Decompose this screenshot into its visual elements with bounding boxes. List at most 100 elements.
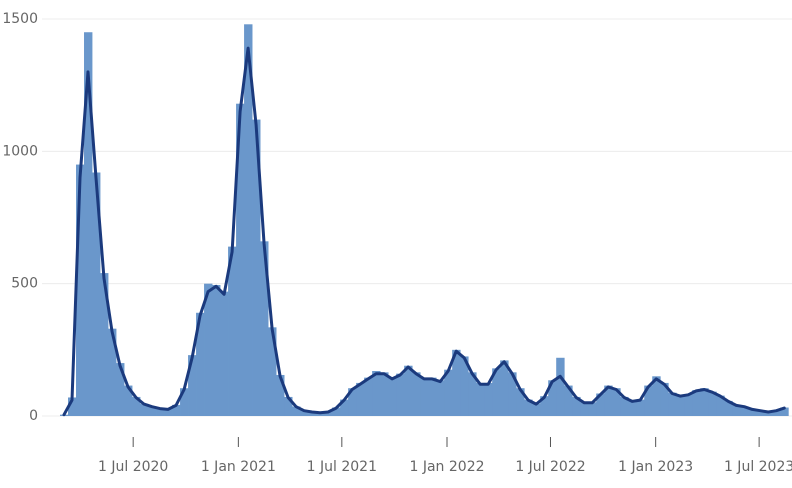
- bar: [732, 404, 741, 416]
- bar: [124, 385, 133, 416]
- x-tick-label: 1 Jul 2022: [515, 459, 585, 475]
- bar: [108, 328, 117, 416]
- x-tick-label: 1 Jul 2020: [98, 459, 168, 475]
- bar: [652, 376, 661, 416]
- bar: [220, 291, 229, 416]
- bar: [604, 385, 613, 416]
- bar: [748, 409, 757, 416]
- bar: [348, 388, 357, 416]
- y-tick-label: 1000: [2, 143, 38, 159]
- bar: [340, 399, 349, 416]
- bar: [612, 388, 621, 416]
- x-tick-label: 1 Jan 2021: [201, 459, 276, 475]
- bar: [356, 382, 365, 416]
- bar: [156, 408, 165, 416]
- bar: [620, 396, 629, 416]
- bar: [716, 395, 725, 416]
- bar: [764, 411, 773, 416]
- bar: [420, 377, 429, 416]
- bar: [540, 396, 549, 416]
- bar: [596, 393, 605, 416]
- bar: [100, 273, 109, 416]
- bar: [580, 402, 589, 416]
- bar: [292, 406, 301, 416]
- bar: [276, 374, 285, 416]
- bar: [740, 406, 749, 416]
- bar: [300, 410, 309, 416]
- bar: [260, 241, 269, 416]
- bar: [476, 382, 485, 416]
- bar: [364, 377, 373, 416]
- bar: [516, 388, 525, 416]
- bar: [508, 372, 517, 416]
- bar: [116, 363, 125, 416]
- bar: [636, 399, 645, 416]
- bar: [772, 410, 781, 416]
- bar: [724, 400, 733, 416]
- bar: [532, 403, 541, 416]
- bar: [468, 372, 477, 416]
- bar: [444, 369, 453, 416]
- y-tick-label: 1500: [2, 11, 38, 27]
- bar: [380, 372, 389, 416]
- bar: [676, 395, 685, 416]
- bar: [308, 411, 317, 416]
- bar: [404, 365, 413, 416]
- bar: [252, 119, 261, 416]
- bar: [84, 32, 93, 416]
- x-tick-label: 1 Jul 2021: [307, 459, 377, 475]
- bar: [436, 380, 445, 416]
- bar: [140, 403, 149, 416]
- bar: [212, 284, 221, 416]
- bar: [244, 24, 253, 416]
- bar: [756, 410, 765, 416]
- bar: [396, 373, 405, 416]
- bar: [332, 407, 341, 416]
- bar: [324, 411, 333, 416]
- bar: [196, 312, 205, 416]
- bar: [76, 164, 85, 416]
- bar: [524, 399, 533, 416]
- bar: [572, 396, 581, 416]
- bar: [180, 388, 189, 416]
- line: [62, 46, 786, 417]
- bar: [164, 409, 173, 416]
- bar: [412, 372, 421, 416]
- bar: [484, 382, 493, 416]
- bar: [228, 246, 237, 416]
- bar: [388, 377, 397, 416]
- bar: [452, 349, 461, 416]
- bar: [700, 388, 709, 416]
- bar: [708, 391, 717, 416]
- bar: [492, 368, 501, 416]
- bar: [132, 396, 141, 416]
- bar: [268, 327, 277, 416]
- bar: [644, 385, 653, 416]
- bar: [556, 357, 565, 416]
- bar: [780, 407, 789, 416]
- bar: [668, 392, 677, 416]
- x-tick-label: 1 Jan 2023: [618, 459, 693, 475]
- bar: [548, 380, 557, 416]
- bar: [92, 172, 101, 416]
- bar: [460, 356, 469, 416]
- y-tick-label: 500: [11, 276, 38, 292]
- bar: [204, 283, 213, 416]
- bar: [500, 360, 509, 416]
- y-tick-label: 0: [29, 408, 38, 424]
- bar: [660, 382, 669, 416]
- bar: [684, 394, 693, 416]
- x-tick-label: 1 Jul 2023: [724, 459, 792, 475]
- bar: [564, 385, 573, 416]
- bar: [588, 402, 597, 416]
- bar: [372, 371, 381, 416]
- bar: [628, 400, 637, 416]
- bar: [236, 103, 245, 417]
- bar: [68, 397, 77, 416]
- bar: [188, 355, 197, 416]
- bar: [428, 377, 437, 416]
- bar: [172, 404, 181, 416]
- x-tick-label: 1 Jan 2022: [409, 459, 484, 475]
- bar: [284, 396, 293, 416]
